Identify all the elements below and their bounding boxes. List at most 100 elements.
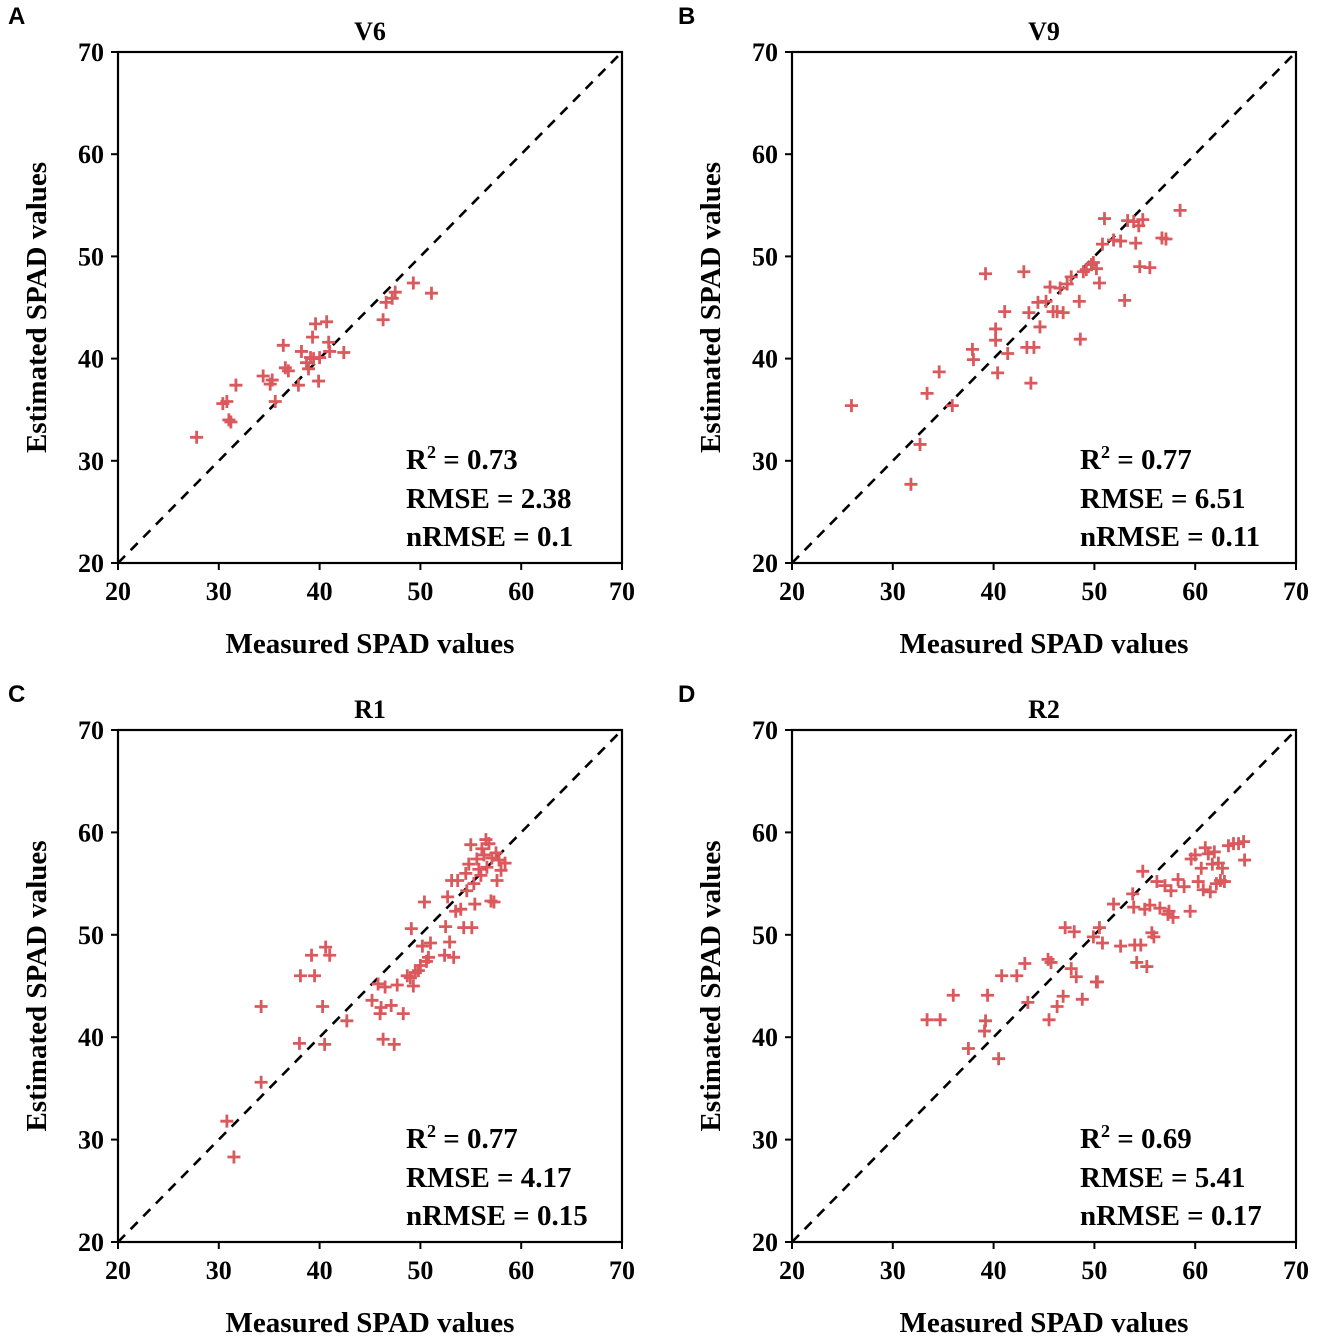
stat-nrmse: nRMSE = 0.1 bbox=[406, 521, 573, 553]
data-point bbox=[1097, 212, 1111, 226]
y-tick-label: 70 bbox=[752, 716, 778, 745]
data-point bbox=[305, 948, 319, 962]
data-point bbox=[933, 1013, 947, 1027]
data-point bbox=[904, 477, 918, 491]
data-point bbox=[1039, 294, 1053, 308]
y-tick-label: 50 bbox=[752, 242, 778, 271]
x-tick-label: 50 bbox=[407, 1256, 433, 1285]
stat-nrmse: nRMSE = 0.17 bbox=[1080, 1200, 1262, 1232]
stat-r2: R2 = 0.73 bbox=[406, 442, 518, 476]
data-point bbox=[490, 874, 504, 888]
y-tick-label: 50 bbox=[752, 921, 778, 950]
data-point bbox=[1086, 930, 1100, 944]
data-point bbox=[1217, 875, 1231, 889]
data-point bbox=[293, 969, 307, 983]
stat-r2: R2 = 0.77 bbox=[406, 1121, 518, 1155]
data-point bbox=[276, 338, 290, 352]
data-point bbox=[254, 1075, 268, 1089]
data-point bbox=[318, 1037, 332, 1051]
data-point bbox=[404, 922, 418, 936]
x-tick-label: 30 bbox=[206, 1256, 232, 1285]
data-point bbox=[460, 884, 474, 898]
data-point bbox=[1021, 995, 1035, 1009]
data-point bbox=[438, 948, 452, 962]
data-point bbox=[459, 866, 473, 880]
data-point bbox=[480, 860, 494, 874]
data-point bbox=[1027, 340, 1041, 354]
data-point bbox=[371, 977, 385, 991]
data-point bbox=[417, 895, 431, 909]
data-point bbox=[365, 993, 379, 1007]
chart-title: R1 bbox=[354, 695, 386, 724]
data-point bbox=[340, 1014, 354, 1028]
panel-r1: C R1 20 30 40 50 60 70 20 30 40 50 60 70 Measured SPAD… bbox=[8, 681, 635, 1339]
stat-r2-superscript: 2 bbox=[1101, 442, 1110, 462]
x-tick-label: 60 bbox=[508, 1256, 534, 1285]
x-tick-label: 40 bbox=[981, 577, 1007, 606]
data-point bbox=[227, 1150, 241, 1164]
data-point bbox=[913, 437, 927, 451]
y-tick-label: 20 bbox=[78, 549, 104, 578]
data-point bbox=[995, 969, 1009, 983]
x-tick-label: 70 bbox=[609, 577, 635, 606]
data-point bbox=[1173, 203, 1187, 217]
data-point bbox=[472, 862, 486, 876]
data-point bbox=[1089, 262, 1103, 276]
stat-r2-label: R bbox=[1080, 1123, 1102, 1155]
y-tick-label: 60 bbox=[752, 818, 778, 847]
data-point bbox=[220, 395, 234, 409]
x-tick-label: 50 bbox=[407, 577, 433, 606]
y-tick-label: 40 bbox=[752, 345, 778, 374]
data-point bbox=[946, 988, 960, 1002]
data-point bbox=[1056, 306, 1070, 320]
data-point bbox=[1022, 306, 1036, 320]
data-point bbox=[388, 285, 402, 299]
data-point bbox=[1238, 853, 1252, 867]
data-point bbox=[309, 317, 323, 331]
x-axis-label: Measured SPAD values bbox=[226, 628, 515, 660]
plot-frame bbox=[790, 728, 1298, 1244]
data-point bbox=[423, 936, 437, 950]
data-point bbox=[477, 848, 491, 862]
stat-r2: R2 = 0.69 bbox=[1080, 1121, 1192, 1155]
reference-line-1to1 bbox=[791, 51, 1297, 564]
y-tick-label: 70 bbox=[78, 716, 104, 745]
x-tick-label: 70 bbox=[609, 1256, 635, 1285]
data-point bbox=[492, 853, 506, 867]
stat-r2-superscript: 2 bbox=[427, 1121, 436, 1141]
y-tick-label: 30 bbox=[78, 1126, 104, 1155]
y-tick-label: 40 bbox=[78, 345, 104, 374]
x-tick-label: 30 bbox=[880, 577, 906, 606]
data-point bbox=[920, 386, 934, 400]
y-tick-label: 30 bbox=[752, 447, 778, 476]
stat-rmse: RMSE = 5.41 bbox=[1080, 1162, 1246, 1194]
chart-title: R2 bbox=[1028, 695, 1060, 724]
plot-frame bbox=[116, 728, 624, 1244]
y-tick-label: 20 bbox=[752, 1228, 778, 1257]
data-point bbox=[278, 361, 292, 375]
data-point bbox=[443, 935, 457, 949]
x-tick-label: 40 bbox=[307, 1256, 333, 1285]
data-point bbox=[1159, 232, 1173, 246]
data-point bbox=[265, 373, 279, 387]
x-tick-label: 20 bbox=[105, 577, 131, 606]
data-point bbox=[454, 902, 468, 916]
panel-r2: D R2 20 30 40 50 60 70 20 30 40 50 60 70 Measured SPAD… bbox=[678, 681, 1309, 1339]
data-point bbox=[323, 948, 337, 962]
data-point bbox=[998, 305, 1012, 319]
chart-title: V6 bbox=[354, 17, 386, 46]
data-point bbox=[989, 322, 1003, 336]
stat-r2-label: R bbox=[406, 1123, 428, 1155]
data-point bbox=[989, 333, 1003, 347]
stat-r2-value: = 0.77 bbox=[436, 1123, 518, 1155]
x-tick-label: 70 bbox=[1283, 577, 1309, 606]
x-tick-label: 70 bbox=[1283, 1256, 1309, 1285]
x-tick-label: 60 bbox=[1182, 1256, 1208, 1285]
data-point bbox=[313, 351, 327, 365]
data-point bbox=[406, 979, 420, 993]
data-point bbox=[468, 897, 482, 911]
data-point bbox=[474, 868, 488, 882]
data-point bbox=[424, 286, 438, 300]
data-point bbox=[268, 395, 282, 409]
data-point bbox=[1073, 332, 1087, 346]
